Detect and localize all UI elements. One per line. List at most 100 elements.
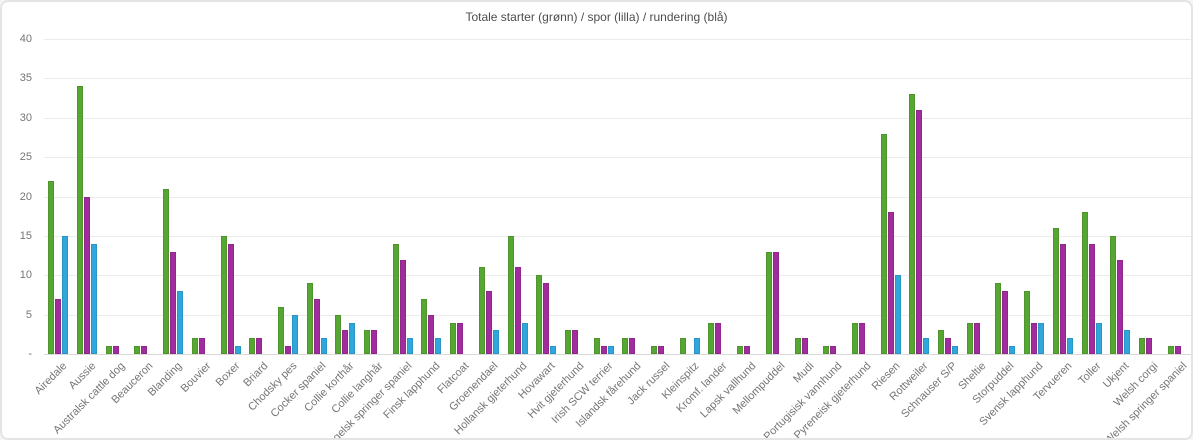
bar-spor[interactable] [830,346,837,354]
bar-rundering[interactable] [1124,330,1131,354]
bar-rundering[interactable] [291,314,298,354]
bar-rundering[interactable] [1038,322,1045,354]
bar-spor[interactable] [428,314,435,354]
bar-spor[interactable] [629,338,636,354]
bar-totale-starter[interactable] [277,306,284,354]
bar-rundering[interactable] [952,346,959,354]
bar-totale-starter[interactable] [909,94,916,354]
bar-spor[interactable] [1088,243,1095,354]
bar-spor[interactable] [227,243,234,354]
bar-totale-starter[interactable] [134,346,141,354]
bar-totale-starter[interactable] [593,338,600,354]
bar-rundering[interactable] [320,338,327,354]
bar-spor[interactable] [1031,322,1038,354]
bar-spor[interactable] [313,298,320,354]
bar-spor[interactable] [1117,259,1124,354]
bar-rundering[interactable] [177,291,184,354]
bar-spor[interactable] [141,346,148,354]
bar-totale-starter[interactable] [765,251,772,354]
bar-totale-starter[interactable] [536,275,543,354]
bar-spor[interactable] [457,322,464,354]
bar-rundering[interactable] [607,346,614,354]
bar-spor[interactable] [945,338,952,354]
bar-rundering[interactable] [693,338,700,354]
bar-totale-starter[interactable] [249,338,256,354]
bar-spor[interactable] [571,330,578,354]
bar-totale-starter[interactable] [564,330,571,354]
bar-rundering[interactable] [492,330,499,354]
bar-totale-starter[interactable] [478,267,485,354]
bar-spor[interactable] [772,251,779,354]
bar-spor[interactable] [514,267,521,354]
bar-spor[interactable] [916,109,923,354]
bar-spor[interactable] [55,298,62,354]
bar-totale-starter[interactable] [651,346,658,354]
bar-rundering[interactable] [1066,338,1073,354]
bar-totale-starter[interactable] [737,346,744,354]
bar-spor[interactable] [371,330,378,354]
bar-spor[interactable] [715,322,722,354]
bar-rundering[interactable] [521,322,528,354]
bar-totale-starter[interactable] [77,86,84,354]
bar-spor[interactable] [170,251,177,354]
bar-totale-starter[interactable] [938,330,945,354]
bar-spor[interactable] [801,338,808,354]
bar-spor[interactable] [744,346,751,354]
bar-rundering[interactable] [91,243,98,354]
bar-totale-starter[interactable] [105,346,112,354]
bar-rundering[interactable] [1095,322,1102,354]
bar-totale-starter[interactable] [1024,291,1031,354]
bar-totale-starter[interactable] [880,133,887,354]
bar-spor[interactable] [112,346,119,354]
bar-spor[interactable] [1145,338,1152,354]
bar-totale-starter[interactable] [364,330,371,354]
bar-rundering[interactable] [435,338,442,354]
bar-totale-starter[interactable] [1110,235,1117,354]
bar-totale-starter[interactable] [450,322,457,354]
bar-spor[interactable] [284,346,291,354]
bar-spor[interactable] [399,259,406,354]
bar-totale-starter[interactable] [1167,346,1174,354]
bar-rundering[interactable] [550,346,557,354]
bar-spor[interactable] [84,196,91,354]
bar-totale-starter[interactable] [966,322,973,354]
bar-totale-starter[interactable] [995,283,1002,354]
bar-spor[interactable] [1059,243,1066,354]
bar-totale-starter[interactable] [306,283,313,354]
bar-totale-starter[interactable] [392,243,399,354]
bar-totale-starter[interactable] [1052,228,1059,354]
bar-totale-starter[interactable] [1081,212,1088,354]
bar-totale-starter[interactable] [220,235,227,354]
bar-rundering[interactable] [349,322,356,354]
bar-totale-starter[interactable] [1138,338,1145,354]
bar-rundering[interactable] [406,338,413,354]
bar-totale-starter[interactable] [507,235,514,354]
bar-rundering[interactable] [1009,346,1016,354]
bar-spor[interactable] [543,283,550,354]
bar-totale-starter[interactable] [335,314,342,354]
bar-spor[interactable] [600,346,607,354]
bar-totale-starter[interactable] [163,188,170,354]
bar-totale-starter[interactable] [708,322,715,354]
bar-totale-starter[interactable] [421,298,428,354]
bar-totale-starter[interactable] [679,338,686,354]
bar-spor[interactable] [858,322,865,354]
bar-rundering[interactable] [62,235,69,354]
bar-totale-starter[interactable] [191,338,198,354]
bar-rundering[interactable] [923,338,930,354]
bar-spor[interactable] [198,338,205,354]
bar-spor[interactable] [342,330,349,354]
bar-spor[interactable] [1002,291,1009,354]
bar-totale-starter[interactable] [622,338,629,354]
bar-spor[interactable] [887,212,894,354]
bar-totale-starter[interactable] [851,322,858,354]
bar-rundering[interactable] [894,275,901,354]
bar-spor[interactable] [973,322,980,354]
bar-totale-starter[interactable] [794,338,801,354]
bar-spor[interactable] [256,338,263,354]
bar-totale-starter[interactable] [823,346,830,354]
bar-totale-starter[interactable] [48,180,55,354]
bar-spor[interactable] [658,346,665,354]
bar-spor[interactable] [485,291,492,354]
bar-spor[interactable] [1174,346,1181,354]
